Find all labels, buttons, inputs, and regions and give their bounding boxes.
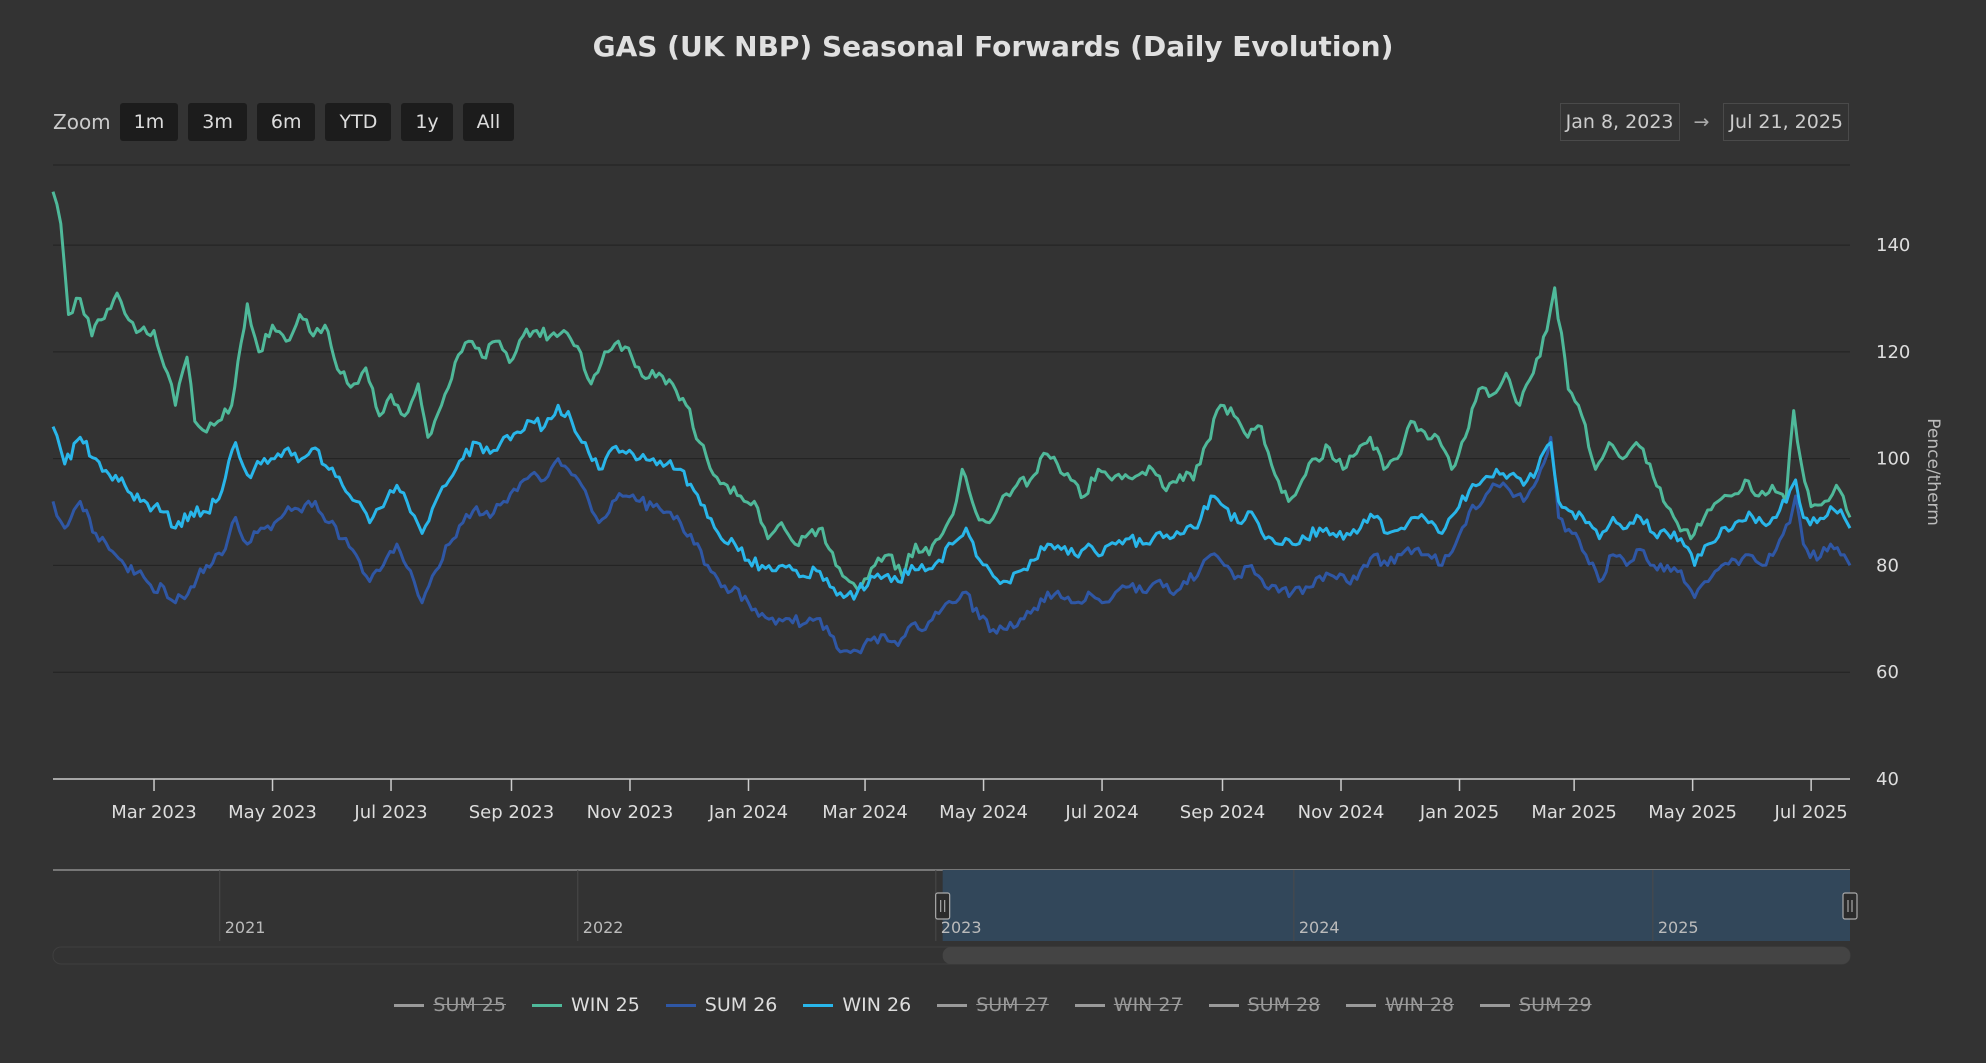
legend: SUM 25 WIN 25 SUM 26 WIN 26 SUM 27 WIN 27 SUM … (0, 994, 1986, 1016)
legend-item-win-27[interactable]: WIN 27 (1074, 994, 1183, 1016)
y-axis: 40 60 80 100 120 140 (1876, 235, 1910, 790)
y-tick-label: 100 (1876, 449, 1910, 470)
x-tick-label: Jan 2025 (1419, 802, 1499, 823)
legend-item-sum-26[interactable]: SUM 26 (665, 994, 778, 1016)
zoom-6m-button[interactable]: 6m (256, 103, 316, 141)
navigator-year-label: 2022 (583, 918, 624, 937)
legend-item-win-26[interactable]: WIN 26 (803, 994, 911, 1016)
y-tick-label: 140 (1876, 235, 1910, 256)
legend-swatch (1208, 1003, 1239, 1007)
legend-swatch (665, 1003, 696, 1007)
range-from-input[interactable]: Jan 8, 2023 (1559, 103, 1680, 141)
y-tick-label: 120 (1876, 342, 1910, 363)
zoom-all-button[interactable]: All (462, 103, 515, 141)
handle-grip (935, 892, 951, 920)
y-tick-label: 40 (1876, 769, 1899, 790)
series-lines (51, 191, 1852, 655)
x-tick-label: Jan 2024 (708, 802, 788, 823)
legend-label: SUM 25 (433, 994, 506, 1016)
navigator-selection (942, 870, 1850, 941)
legend-label: WIN 25 (570, 994, 640, 1016)
x-tick-label: Jul 2025 (1774, 802, 1848, 823)
legend-swatch (1480, 1003, 1511, 1007)
navigator-year-label: 2023 (941, 918, 982, 937)
navigator-left-handle[interactable] (935, 892, 951, 920)
navigator-year-label: 2024 (1299, 918, 1340, 937)
x-tick-label: Mar 2025 (1531, 802, 1617, 823)
legend-label: WIN 27 (1113, 994, 1183, 1016)
y-axis-title: Pence/therm (1923, 418, 1943, 526)
legend-label: WIN 28 (1385, 994, 1455, 1016)
x-tick-label: Sep 2024 (1180, 802, 1265, 823)
y-tick-label: 80 (1876, 555, 1899, 576)
legend-item-sum-25[interactable]: SUM 25 (394, 994, 506, 1016)
legend-item-win-28[interactable]: WIN 28 (1346, 994, 1454, 1016)
x-tick-label: Mar 2024 (822, 802, 908, 823)
date-range-selector: Jan 8, 2023 → Jul 21, 2025 (1559, 103, 1849, 141)
legend-item-sum-29[interactable]: SUM 29 (1480, 994, 1592, 1016)
zoom-1y-button[interactable]: 1y (401, 103, 453, 141)
range-arrow: → (1693, 111, 1710, 133)
x-tick-label: Mar 2023 (111, 802, 197, 823)
legend-label: SUM 26 (704, 994, 778, 1016)
zoom-label: Zoom (53, 110, 111, 134)
navigator-year-label: 2025 (1658, 918, 1699, 937)
legend-label: WIN 26 (842, 994, 912, 1016)
series-line-sum-26 (51, 435, 1852, 655)
legend-swatch (1074, 1003, 1105, 1007)
x-tick-label: May 2024 (939, 802, 1028, 823)
legend-swatch (531, 1003, 562, 1007)
legend-item-win-25[interactable]: WIN 25 (531, 994, 640, 1016)
x-tick-label: Jul 2024 (1064, 802, 1138, 823)
zoom-bar: Zoom 1m 3m 6m YTD 1y All (53, 103, 524, 141)
chart-title: GAS (UK NBP) Seasonal Forwards (Daily Ev… (592, 30, 1394, 63)
legend-swatch (803, 1003, 834, 1007)
zoom-3m-button[interactable]: 3m (188, 103, 247, 141)
series-line-win-26 (51, 403, 1852, 601)
legend-swatch (394, 1003, 425, 1007)
x-axis: Mar 2023 May 2023 Jul 2023 Sep 2023 Nov 2023… (53, 778, 1850, 823)
x-tick-label: Nov 2023 (587, 802, 674, 823)
legend-label: SUM 28 (1247, 994, 1321, 1016)
zoom-1m-button[interactable]: 1m (119, 103, 179, 141)
legend-label: SUM 27 (976, 994, 1049, 1016)
legend-item-sum-28[interactable]: SUM 28 (1208, 994, 1321, 1016)
scrollbar-thumb[interactable] (942, 947, 1850, 964)
navigator-right-handle[interactable] (1842, 892, 1858, 920)
x-tick-label: May 2025 (1648, 802, 1737, 823)
x-tick-label: Sep 2023 (469, 802, 554, 823)
x-tick-label: Nov 2024 (1298, 802, 1385, 823)
legend-swatch (937, 1003, 968, 1007)
legend-item-sum-27[interactable]: SUM 27 (937, 994, 1049, 1016)
series-line-win-25 (51, 191, 1852, 591)
grid-lines (53, 164, 1850, 673)
zoom-ytd-button[interactable]: YTD (325, 103, 392, 141)
range-to-input[interactable]: Jul 21, 2025 (1723, 103, 1849, 141)
legend-label: SUM 29 (1519, 994, 1592, 1016)
legend-swatch (1346, 1003, 1377, 1007)
handle-grip (1842, 892, 1858, 920)
x-tick-label: Jul 2023 (353, 802, 427, 823)
navigator-year-label: 2021 (225, 918, 266, 937)
y-tick-label: 60 (1876, 662, 1899, 683)
x-tick-label: May 2023 (228, 802, 317, 823)
range-navigator[interactable]: 2021 2022 2023 2024 2025 (52, 869, 1858, 965)
